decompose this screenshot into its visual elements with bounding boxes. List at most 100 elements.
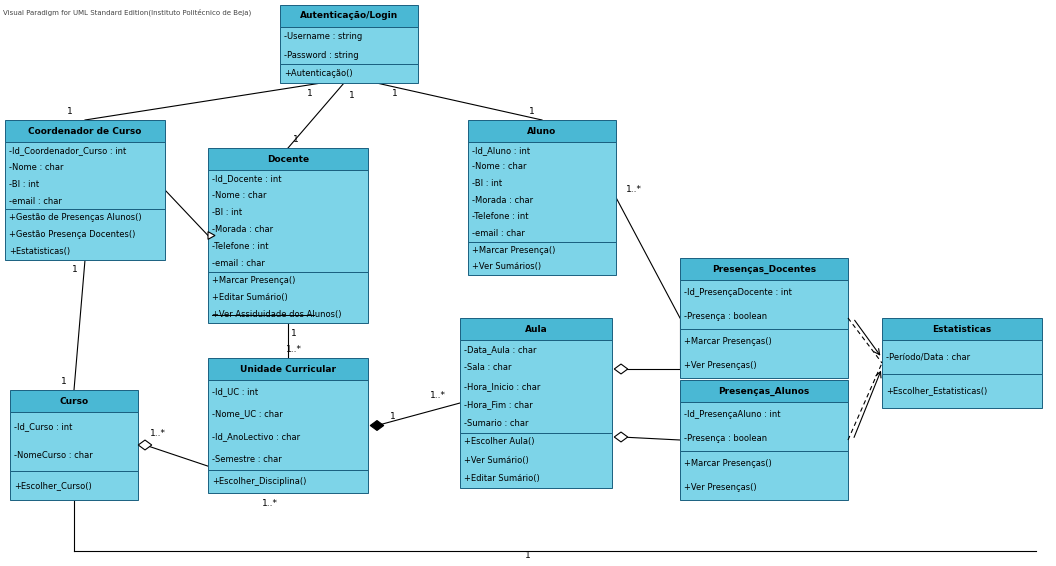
Bar bbox=[5, 142, 165, 209]
Text: +Marcar Presença(): +Marcar Presença() bbox=[212, 276, 296, 285]
Text: +Escolher_Estatisticas(): +Escolher_Estatisticas() bbox=[886, 387, 987, 396]
Text: 1: 1 bbox=[294, 135, 299, 144]
Bar bbox=[680, 380, 848, 402]
Polygon shape bbox=[208, 231, 215, 239]
Text: 1..*: 1..* bbox=[262, 499, 278, 508]
Bar bbox=[468, 242, 616, 275]
Bar bbox=[10, 390, 138, 412]
Text: -Username : string: -Username : string bbox=[284, 32, 362, 41]
Bar bbox=[208, 470, 367, 493]
Bar bbox=[680, 280, 848, 329]
Text: +Escolher_Disciplina(): +Escolher_Disciplina() bbox=[212, 477, 306, 486]
Bar bbox=[5, 120, 165, 142]
Text: 1..*: 1..* bbox=[430, 391, 446, 400]
Text: Estatisticas: Estatisticas bbox=[932, 324, 992, 333]
Text: -Telefone : int: -Telefone : int bbox=[212, 242, 268, 251]
Text: Coordenador de Curso: Coordenador de Curso bbox=[29, 126, 142, 135]
Text: 1..*: 1..* bbox=[626, 185, 642, 194]
Bar bbox=[882, 340, 1042, 374]
Text: -Presença : boolean: -Presença : boolean bbox=[684, 312, 767, 321]
Text: +Marcar Presenças(): +Marcar Presenças() bbox=[684, 459, 772, 468]
Text: -Id_AnoLectivo : char: -Id_AnoLectivo : char bbox=[212, 432, 300, 441]
Text: +Estatisticas(): +Estatisticas() bbox=[10, 247, 70, 256]
Bar bbox=[208, 170, 367, 272]
Text: -Id_Aluno : int: -Id_Aluno : int bbox=[472, 146, 530, 155]
Text: +Gestão de Presenças Alunos(): +Gestão de Presenças Alunos() bbox=[10, 213, 142, 222]
Bar bbox=[5, 209, 165, 260]
Text: 1: 1 bbox=[306, 88, 313, 97]
Text: +Editar Sumário(): +Editar Sumário() bbox=[464, 474, 540, 483]
Text: -Id_UC : int: -Id_UC : int bbox=[212, 387, 258, 396]
Text: Presenças_Alunos: Presenças_Alunos bbox=[718, 387, 810, 396]
Bar bbox=[208, 148, 367, 170]
Text: -Hora_Inicio : char: -Hora_Inicio : char bbox=[464, 381, 541, 391]
Text: -Id_Curso : int: -Id_Curso : int bbox=[14, 422, 73, 431]
Text: +Ver Presenças(): +Ver Presenças() bbox=[684, 361, 757, 370]
Bar bbox=[882, 318, 1042, 340]
Text: +Autenticação(): +Autenticação() bbox=[284, 69, 353, 78]
Text: -NomeCurso : char: -NomeCurso : char bbox=[14, 452, 93, 461]
Text: -Sumario : char: -Sumario : char bbox=[464, 419, 528, 428]
Bar bbox=[280, 27, 418, 65]
Text: +Marcar Presenças(): +Marcar Presenças() bbox=[684, 337, 772, 346]
Text: -Sala : char: -Sala : char bbox=[464, 363, 511, 372]
Bar bbox=[680, 451, 848, 500]
Text: -Presença : boolean: -Presença : boolean bbox=[684, 434, 767, 443]
Text: 1: 1 bbox=[61, 378, 67, 387]
Text: 1: 1 bbox=[529, 108, 535, 117]
Polygon shape bbox=[615, 432, 627, 442]
Bar bbox=[680, 258, 848, 280]
Bar bbox=[680, 329, 848, 378]
Text: 1: 1 bbox=[392, 88, 397, 97]
Text: Aula: Aula bbox=[525, 324, 547, 333]
Text: -email : char: -email : char bbox=[10, 196, 62, 205]
Text: -Password : string: -Password : string bbox=[284, 50, 359, 59]
Bar bbox=[280, 5, 418, 27]
Polygon shape bbox=[138, 440, 152, 450]
Text: 1: 1 bbox=[390, 412, 396, 421]
Text: +Gestão Presença Docentes(): +Gestão Presença Docentes() bbox=[10, 230, 135, 239]
Bar bbox=[208, 358, 367, 380]
Text: +Marcar Presença(): +Marcar Presença() bbox=[472, 246, 555, 255]
Text: +Editar Sumário(): +Editar Sumário() bbox=[212, 293, 287, 302]
Text: -Data_Aula : char: -Data_Aula : char bbox=[464, 345, 536, 354]
Text: -BI : int: -BI : int bbox=[472, 179, 502, 188]
Bar bbox=[468, 142, 616, 242]
Text: -Id_PresençaDocente : int: -Id_PresençaDocente : int bbox=[684, 288, 792, 297]
Text: 1..*: 1..* bbox=[286, 345, 302, 354]
Text: -Id_Coordenador_Curso : int: -Id_Coordenador_Curso : int bbox=[10, 146, 127, 155]
Text: -BI : int: -BI : int bbox=[212, 208, 242, 217]
Bar bbox=[468, 120, 616, 142]
Text: 1: 1 bbox=[72, 265, 78, 275]
Text: +Ver Assiduidade dos Alunos(): +Ver Assiduidade dos Alunos() bbox=[212, 310, 341, 319]
Text: +Escolher_Curso(): +Escolher_Curso() bbox=[14, 481, 92, 490]
Text: -Nome_UC : char: -Nome_UC : char bbox=[212, 409, 283, 418]
Bar bbox=[882, 374, 1042, 408]
Text: -Telefone : int: -Telefone : int bbox=[472, 212, 528, 221]
Bar bbox=[460, 340, 612, 432]
Bar bbox=[10, 471, 138, 500]
Bar bbox=[280, 65, 418, 83]
Text: -email : char: -email : char bbox=[472, 229, 525, 238]
Bar bbox=[460, 432, 612, 488]
Text: -Nome : char: -Nome : char bbox=[212, 191, 266, 200]
Bar bbox=[10, 412, 138, 471]
Text: Visual Paradigm for UML Standard Edition(Instituto Politécnico de Beja): Visual Paradigm for UML Standard Edition… bbox=[3, 8, 251, 15]
Bar bbox=[208, 272, 367, 323]
Text: -Período/Data : char: -Período/Data : char bbox=[886, 353, 970, 362]
Bar bbox=[460, 318, 612, 340]
Text: Unidade Curricular: Unidade Curricular bbox=[240, 365, 336, 374]
Text: -Id_PresençaAluno : int: -Id_PresençaAluno : int bbox=[684, 410, 780, 419]
Polygon shape bbox=[371, 421, 383, 431]
Text: 1: 1 bbox=[68, 108, 73, 117]
Text: 1: 1 bbox=[350, 91, 355, 100]
Text: -Semestre : char: -Semestre : char bbox=[212, 454, 282, 464]
Bar bbox=[208, 380, 367, 470]
Text: -BI : int: -BI : int bbox=[10, 179, 39, 188]
Text: -email : char: -email : char bbox=[212, 259, 265, 268]
Text: Aluno: Aluno bbox=[527, 126, 557, 135]
Text: Presenças_Docentes: Presenças_Docentes bbox=[712, 264, 816, 273]
Text: +Ver Sumário(): +Ver Sumário() bbox=[464, 456, 529, 465]
Text: -Hora_Fim : char: -Hora_Fim : char bbox=[464, 400, 532, 409]
Text: Autenticação/Login: Autenticação/Login bbox=[300, 11, 398, 20]
